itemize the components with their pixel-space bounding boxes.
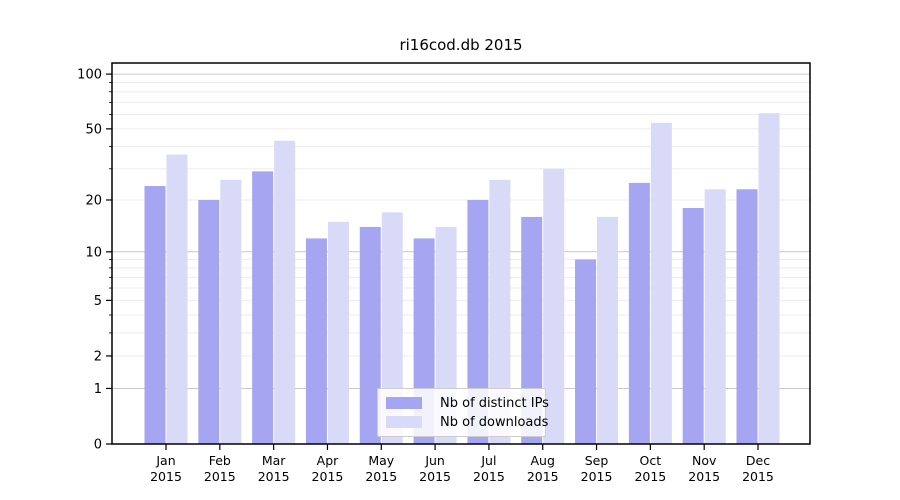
bar-sep-downloads xyxy=(597,216,619,444)
bar-may-downloads xyxy=(381,212,403,444)
x-tick-label-month: Jan xyxy=(155,453,175,468)
x-tick-label-month: Nov xyxy=(692,453,717,468)
bar-jan-distinct-ips xyxy=(144,186,166,445)
bar-aug-downloads xyxy=(543,168,565,444)
legend-swatch-downloads xyxy=(386,416,422,428)
bar-nov-downloads xyxy=(704,189,726,444)
x-tick-label-year: 2015 xyxy=(634,469,666,484)
x-tick-label-month: Oct xyxy=(640,453,662,468)
bar-oct-distinct-ips xyxy=(628,182,650,444)
legend-swatch-distinct-ips xyxy=(386,397,422,409)
x-tick-label-year: 2015 xyxy=(742,469,774,484)
bar-may-distinct-ips xyxy=(359,226,381,444)
y-tick-label: 10 xyxy=(85,245,102,260)
bar-dec-distinct-ips xyxy=(736,189,758,444)
y-tick-label: 1 xyxy=(94,382,102,397)
bar-nov-distinct-ips xyxy=(682,208,704,444)
bar-apr-downloads xyxy=(327,221,349,444)
y-tick-label: 50 xyxy=(85,122,102,137)
y-tick-label: 5 xyxy=(94,294,102,309)
x-tick-label-month: Jun xyxy=(424,453,445,468)
bar-aug-distinct-ips xyxy=(521,216,543,444)
x-tick-label-year: 2015 xyxy=(150,469,182,484)
x-tick-label-month: Mar xyxy=(262,453,286,468)
bar-jul-distinct-ips xyxy=(467,199,489,444)
x-tick-label-year: 2015 xyxy=(365,469,397,484)
bar-mar-distinct-ips xyxy=(252,171,274,444)
bar-oct-downloads xyxy=(650,122,672,444)
x-tick-label-year: 2015 xyxy=(204,469,236,484)
bar-feb-downloads xyxy=(220,179,242,444)
legend-label-downloads: Nb of downloads xyxy=(440,414,549,430)
x-tick-label-month: Dec xyxy=(746,453,770,468)
x-tick-label-month: Aug xyxy=(531,453,555,468)
legend-label-distinct-ips: Nb of distinct IPs xyxy=(440,395,549,411)
x-tick-label-month: Feb xyxy=(209,453,231,468)
legend-item-downloads: Nb of downloads xyxy=(386,415,548,430)
bar-feb-distinct-ips xyxy=(198,199,220,444)
x-tick-label-month: Sep xyxy=(585,453,609,468)
bar-jul-downloads xyxy=(489,179,511,444)
y-tick-label: 2 xyxy=(94,349,102,364)
bar-sep-distinct-ips xyxy=(575,259,597,444)
bar-apr-distinct-ips xyxy=(305,238,327,444)
x-tick-label-month: Jul xyxy=(480,453,496,468)
x-tick-label-year: 2015 xyxy=(473,469,505,484)
bar-dec-downloads xyxy=(758,113,780,445)
x-tick-label-year: 2015 xyxy=(581,469,613,484)
x-tick-label-month: May xyxy=(368,453,394,468)
x-tick-label-year: 2015 xyxy=(258,469,290,484)
y-tick-label: 100 xyxy=(77,68,102,83)
x-tick-label-year: 2015 xyxy=(688,469,720,484)
x-tick-label-year: 2015 xyxy=(419,469,451,484)
legend: Nb of distinct IPs Nb of downloads xyxy=(377,388,549,437)
bar-jan-downloads xyxy=(166,154,188,444)
y-tick-label: 0 xyxy=(94,438,102,453)
bar-mar-downloads xyxy=(274,140,296,445)
y-tick-label: 20 xyxy=(85,193,102,208)
x-tick-label-year: 2015 xyxy=(312,469,344,484)
legend-item-distinct-ips: Nb of distinct IPs xyxy=(386,396,549,411)
x-tick-label-year: 2015 xyxy=(527,469,559,484)
x-tick-label-month: Apr xyxy=(317,453,339,468)
axes-frame xyxy=(111,62,811,445)
chart-title: ri16cod.db 2015 xyxy=(399,36,523,54)
